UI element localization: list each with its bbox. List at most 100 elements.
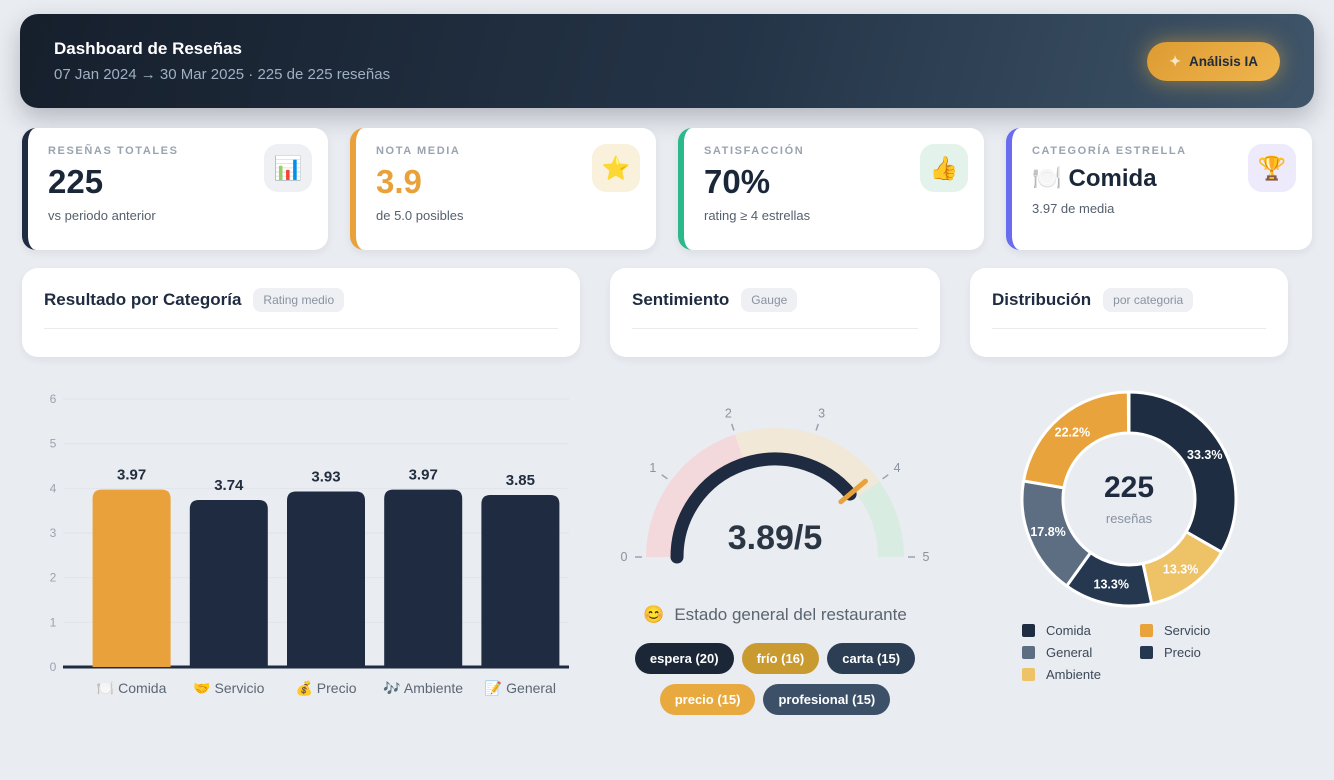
- bar-chart-svg: 0 1 2 3 4 5 6 3.97 🍽️ Comida 3.74 🤝 Servicio 3.93 💰 …: [50, 392, 569, 697]
- legend-item: General: [1022, 645, 1140, 660]
- kpi-row: RESEÑAS TOTALES 225 vs periodo anterior …: [22, 128, 1312, 250]
- divider: [992, 328, 1266, 329]
- sentiment-tag[interactable]: carta (15): [827, 643, 916, 674]
- gauge-chart-svg: 0 1 2 3 4 5 3.89/5: [621, 406, 930, 564]
- kpi-label: RESEÑAS TOTALES: [48, 145, 179, 157]
- panel-title: Distribución: [992, 290, 1092, 309]
- kpi-value: 🍽️ Comida: [1032, 165, 1157, 192]
- svg-text:13.3%: 13.3%: [1163, 563, 1198, 577]
- svg-text:33.3%: 33.3%: [1187, 448, 1222, 462]
- legend-item: Servicio: [1140, 623, 1236, 638]
- svg-text:🍽️ Comida: 🍽️ Comida: [97, 680, 167, 696]
- legend-swatch: [1140, 646, 1153, 659]
- gauge-status-line: 😊 Estado general del restaurante: [643, 605, 907, 625]
- legend-swatch: [1022, 646, 1035, 659]
- gauge-status-text: Estado general del restaurante: [674, 605, 907, 624]
- sentiment-tag-list: espera (20) frío (16) carta (15) precio (15…: [610, 643, 940, 715]
- category-bar-chart: 0 1 2 3 4 5 6 3.97 🍽️ Comida 3.74 🤝 Servicio 3.93 💰 …: [22, 381, 580, 715]
- bar-chart-icon: 📊: [264, 144, 312, 192]
- svg-text:2: 2: [725, 406, 732, 420]
- legend-item: Precio: [1140, 645, 1236, 660]
- panel-title: Resultado por Categoría: [44, 290, 242, 309]
- svg-text:3.97: 3.97: [117, 467, 146, 484]
- donut-legend: Comida Servicio General Precio Ambiente: [1022, 623, 1236, 682]
- kpi-card-average-rating: NOTA MEDIA 3.9 de 5.0 posibles ⭐: [350, 128, 656, 250]
- svg-text:17.8%: 17.8%: [1030, 525, 1065, 539]
- smiling-face-emoji: 😊: [643, 605, 665, 624]
- svg-text:3: 3: [50, 526, 57, 540]
- thumbs-up-icon: 👍: [920, 144, 968, 192]
- svg-text:3.89/5: 3.89/5: [728, 519, 823, 557]
- panel-header-row: Resultado por Categoría Rating medio Sen…: [22, 268, 1312, 357]
- kpi-label: SATISFACCIÓN: [704, 145, 805, 157]
- svg-text:1: 1: [649, 461, 656, 475]
- svg-text:3.74: 3.74: [214, 477, 244, 494]
- svg-text:0: 0: [50, 660, 57, 674]
- svg-text:🎶 Ambiente: 🎶 Ambiente: [383, 680, 463, 696]
- legend-swatch: [1022, 668, 1035, 681]
- divider: [44, 328, 558, 329]
- star-icon: ⭐: [592, 144, 640, 192]
- sentiment-tag[interactable]: espera (20): [634, 643, 734, 674]
- kpi-card-star-category: CATEGORÍA ESTRELLA 🍽️ Comida 3.97 de med…: [1006, 128, 1312, 250]
- kpi-subtext: rating ≥ 4 estrellas: [704, 208, 811, 223]
- svg-text:3.97: 3.97: [409, 467, 438, 484]
- svg-text:225: 225: [1104, 471, 1154, 504]
- svg-text:3: 3: [818, 406, 825, 420]
- sentiment-tag[interactable]: frío (16): [741, 643, 820, 674]
- kpi-label: NOTA MEDIA: [376, 145, 461, 157]
- ai-analysis-button[interactable]: ✦ Análisis IA: [1147, 41, 1280, 81]
- svg-text:5: 5: [50, 437, 57, 451]
- svg-text:🤝 Servicio: 🤝 Servicio: [193, 680, 264, 696]
- legend-label: Ambiente: [1046, 667, 1101, 682]
- distribution-donut-chart: 33.3% 13.3% 13.3% 17.8% 22.2% 225 reseñas Comi…: [970, 381, 1288, 715]
- kpi-value: 70%: [704, 163, 771, 200]
- sparkles-icon: ✦: [1169, 52, 1181, 69]
- svg-text:3.85: 3.85: [506, 472, 535, 489]
- kpi-value: 3.9: [376, 163, 422, 200]
- svg-text:📝 General: 📝 General: [485, 680, 556, 697]
- kpi-value: 225: [48, 163, 104, 200]
- panel-category-results: Resultado por Categoría Rating medio: [22, 268, 580, 357]
- legend-label: General: [1046, 645, 1093, 660]
- panel-badge: por categoria: [1103, 288, 1194, 312]
- svg-text:4: 4: [894, 461, 901, 475]
- svg-text:5: 5: [923, 550, 930, 564]
- svg-text:2: 2: [50, 571, 57, 585]
- sentiment-tag[interactable]: profesional (15): [763, 684, 891, 715]
- svg-text:1: 1: [50, 615, 57, 629]
- header-text: Dashboard de Reseñas 07 Jan 2024 → 30 Ma…: [54, 39, 390, 83]
- kpi-label: CATEGORÍA ESTRELLA: [1032, 145, 1187, 157]
- divider: [632, 328, 918, 329]
- sentiment-tag[interactable]: precio (15): [659, 684, 756, 715]
- kpi-subtext: 3.97 de media: [1032, 201, 1115, 216]
- header-banner: Dashboard de Reseñas 07 Jan 2024 → 30 Ma…: [20, 14, 1314, 108]
- charts-row: 0 1 2 3 4 5 6 3.97 🍽️ Comida 3.74 🤝 Servicio 3.93 💰 …: [22, 381, 1312, 715]
- svg-text:3.93: 3.93: [311, 468, 340, 485]
- trophy-icon: 🏆: [1248, 144, 1296, 192]
- svg-text:4: 4: [50, 481, 57, 495]
- svg-text:💰 Precio: 💰 Precio: [295, 680, 356, 697]
- svg-text:13.3%: 13.3%: [1094, 578, 1129, 592]
- kpi-card-satisfaction: SATISFACCIÓN 70% rating ≥ 4 estrellas 👍: [678, 128, 984, 250]
- panel-sentiment: Sentimiento Gauge: [610, 268, 940, 357]
- legend-swatch: [1022, 624, 1035, 637]
- svg-text:6: 6: [50, 392, 57, 406]
- ai-analysis-button-label: Análisis IA: [1188, 53, 1258, 69]
- page-title: Dashboard de Reseñas: [54, 39, 243, 58]
- legend-label: Comida: [1046, 623, 1091, 638]
- legend-swatch: [1140, 624, 1153, 637]
- legend-item: Comida: [1022, 623, 1140, 638]
- kpi-card-total-reviews: RESEÑAS TOTALES 225 vs periodo anterior …: [22, 128, 328, 250]
- legend-label: Precio: [1164, 645, 1201, 660]
- panel-badge: Rating medio: [253, 288, 345, 312]
- panel-title: Sentimiento: [632, 290, 730, 309]
- svg-text:reseñas: reseñas: [1106, 511, 1153, 526]
- svg-text:22.2%: 22.2%: [1055, 425, 1090, 439]
- panel-badge: Gauge: [741, 288, 798, 312]
- donut-chart-svg: 33.3% 13.3% 13.3% 17.8% 22.2% 225 reseñas: [1020, 390, 1238, 608]
- kpi-subtext: de 5.0 posibles: [376, 208, 464, 223]
- sentiment-gauge: 0 1 2 3 4 5 3.89/5 😊 Estado general del restau…: [610, 381, 940, 715]
- panel-distribution: Distribución por categoria: [970, 268, 1288, 357]
- svg-text:0: 0: [621, 550, 628, 564]
